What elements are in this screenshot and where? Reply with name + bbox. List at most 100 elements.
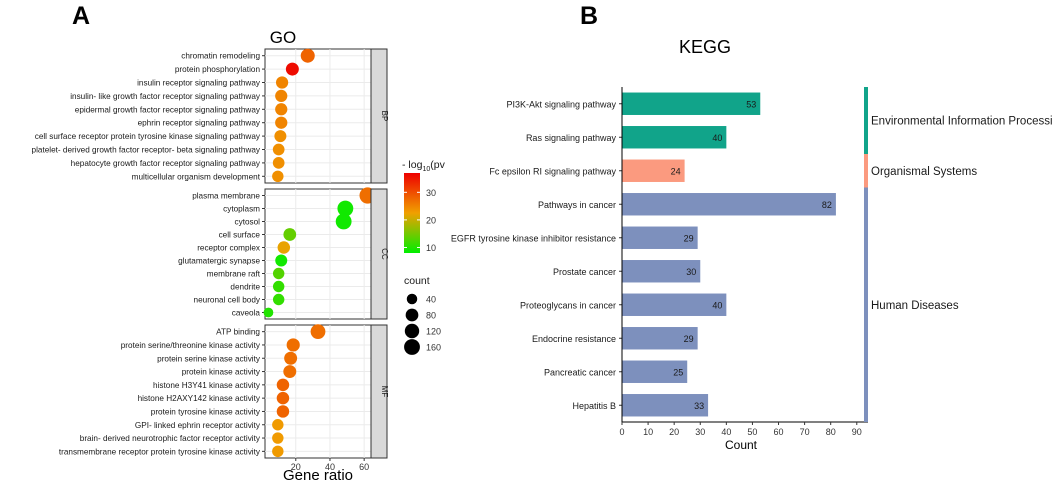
term-label: caveola [232, 309, 261, 318]
term-label: brain- derived neurotrophic factor recep… [80, 434, 261, 443]
term-label: cytoplasm [223, 205, 260, 214]
kegg-category-label: Endocrine resistance [532, 334, 616, 344]
term-dot [283, 228, 297, 241]
facet-strip [370, 188, 388, 320]
x-tick-label: 20 [669, 427, 679, 437]
term-label: neuronal cell body [194, 296, 261, 305]
term-dot [272, 143, 285, 156]
kegg-bar [622, 126, 727, 149]
kegg-bar-value: 24 [671, 166, 681, 176]
kegg-bar-value: 25 [673, 367, 683, 377]
term-label: protein phosphorylation [175, 65, 261, 74]
term-dot [286, 338, 300, 352]
term-label: ephrin receptor signaling pathway [138, 119, 261, 128]
term-label: protein serine/threonine kinase activity [121, 341, 261, 350]
term-dot [275, 89, 288, 103]
kegg-category-label: Prostate cancer [553, 267, 616, 277]
x-tick-label: 30 [695, 427, 705, 437]
kegg-bar-value: 82 [822, 200, 832, 210]
x-tick-label: 0 [619, 427, 624, 437]
kegg-category-label: PI3K-Akt signaling pathway [506, 99, 616, 109]
x-tick-label: 40 [721, 427, 731, 437]
term-dot [335, 213, 352, 230]
size-legend-dot [405, 308, 419, 322]
color-legend-value: 20 [426, 215, 436, 225]
term-dot [285, 62, 299, 76]
term-dot [275, 254, 288, 267]
kegg-category-label: Pancreatic cancer [544, 367, 616, 377]
term-label: membrane raft [207, 270, 261, 279]
kegg-bar-value: 29 [684, 233, 694, 243]
term-label: protein kinase activity [182, 368, 261, 377]
kegg-bar [622, 360, 688, 383]
size-legend-value: 40 [426, 295, 436, 305]
term-label: chromatin remodeling [181, 52, 260, 61]
size-legend-value: 80 [426, 311, 436, 321]
term-label: cell surface [219, 231, 261, 240]
facet-cc: plasma membrane cytoplasm cytosol cell surf… [178, 187, 389, 320]
kegg-category-label: Fc epsilon RI signaling pathway [489, 166, 616, 176]
kegg-bar [622, 159, 685, 182]
term-dot [272, 293, 285, 306]
kegg-bar-value: 29 [684, 334, 694, 344]
kegg-bar [622, 327, 698, 350]
kegg-bar-value: 53 [746, 99, 756, 109]
color-bar [404, 173, 420, 253]
term-label: GPI- linked ephrin receptor activity [135, 421, 261, 430]
term-dot [272, 267, 285, 280]
x-tick-label: 60 [774, 427, 784, 437]
kegg-group-bar [864, 154, 868, 188]
term-dot [272, 280, 285, 293]
term-dot [337, 200, 354, 217]
x-tick-label: 10 [643, 427, 653, 437]
term-dot [275, 76, 289, 89]
size-legend-title: count [404, 275, 430, 287]
kegg-group-label: Organismal Systems [871, 166, 977, 178]
term-dot [275, 116, 288, 129]
term-label: protein tyrosine kinase activity [151, 407, 261, 416]
x-tick-label: 50 [747, 427, 757, 437]
facet-strip [370, 324, 388, 459]
term-dot [277, 241, 291, 254]
panel-letter-b: B [580, 2, 598, 30]
kegg-group-label: Environmental Information Processing [871, 116, 1052, 128]
term-label: ATP binding [216, 328, 260, 337]
term-dot [274, 130, 287, 143]
term-dot [272, 432, 284, 444]
kegg-x-axis-label: Count [725, 438, 758, 452]
size-legend-value: 120 [426, 327, 441, 337]
kegg-category-label: Proteoglycans in cancer [520, 300, 616, 310]
term-dot [310, 324, 326, 340]
term-label: receptor complex [197, 244, 260, 253]
x-tick-label: 20 [291, 462, 301, 472]
kegg-category-label: Hepatitis B [572, 401, 616, 411]
go-x-axis-label: Gene ratio [283, 467, 353, 484]
term-dot [284, 351, 298, 365]
kegg-bar [622, 193, 836, 216]
color-legend-value: 30 [426, 188, 436, 198]
kegg-bar [622, 293, 727, 316]
kegg-category-label: Pathways in cancer [538, 200, 616, 210]
size-legend-dot [404, 339, 420, 355]
term-label: epidermal growth factor receptor signali… [75, 105, 261, 114]
x-tick-label: 90 [852, 427, 862, 437]
kegg-bar [622, 226, 698, 249]
go-title: GO [270, 28, 296, 47]
go-dot-plot: GO chromatin remodeling protein phosphory… [32, 28, 446, 484]
term-label: plasma membrane [192, 192, 260, 201]
term-label: hepatocyte growth factor receptor signal… [71, 159, 261, 168]
kegg-category-label: EGFR tyrosine kinase inhibitor resistanc… [451, 233, 616, 243]
term-label: insulin- like growth factor receptor sig… [70, 92, 261, 101]
term-dot [272, 445, 284, 458]
kegg-bar [622, 394, 709, 417]
kegg-bar-value: 33 [694, 401, 704, 411]
term-dot [263, 307, 274, 318]
x-tick-label: 80 [826, 427, 836, 437]
term-label: histone H2AXY142 kinase activity [138, 394, 261, 403]
facet-strip-label: CC [380, 248, 389, 260]
term-label: glutamatergic synapse [178, 257, 260, 266]
facet-mf: ATP binding protein serine/threonine kina… [59, 324, 389, 459]
kegg-group-bar [864, 187, 868, 422]
size-legend-dot [406, 293, 418, 305]
